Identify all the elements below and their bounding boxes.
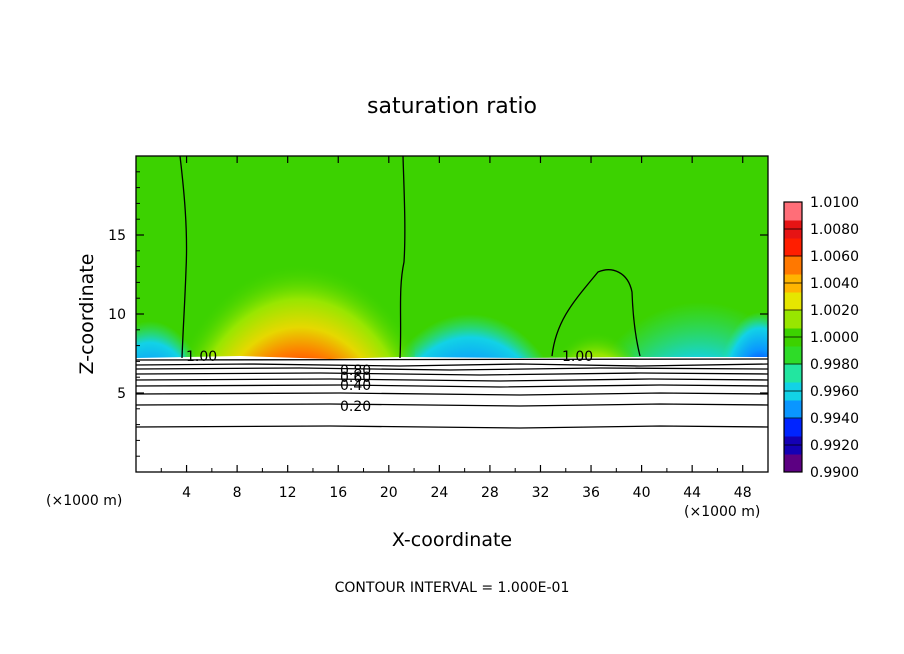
y-tick-label: 15	[108, 228, 126, 244]
contour-label: 1.00	[562, 349, 593, 365]
contour-0-5	[136, 384, 768, 388]
contour-lines	[136, 156, 768, 429]
x-tick-label: 48	[734, 485, 752, 501]
x-unit-note-left: (×1000 m)	[46, 493, 122, 509]
y-axis-label: Z-coordinate	[76, 254, 98, 375]
contour-surface	[136, 358, 768, 361]
colorbar-swatch	[784, 202, 802, 221]
x-tick-label: 32	[532, 485, 550, 501]
contour-0-4	[136, 392, 768, 396]
x-axis-ticks: 4 8 12 16 20 24 28 32 36 40 44 48	[160, 156, 752, 501]
contour-label-group: 1.00 1.00 0.80 0.60 0.40 0.20	[186, 349, 593, 415]
contour-0-1	[136, 425, 768, 429]
colorbar-label: 0.9900	[810, 465, 859, 481]
colorbar-label: 0.9960	[810, 384, 859, 400]
colorbar: 1.0100 1.0080 1.0060 1.0040 1.0020 1.0000 0.99…	[783, 195, 859, 481]
colorbar-swatch	[784, 256, 802, 275]
contour-1-right-bubble	[551, 269, 641, 357]
colorbar-label: 0.9980	[810, 357, 859, 373]
contour-0-7	[136, 372, 768, 376]
x-unit-note-right: (×1000 m)	[684, 504, 760, 520]
y-tick-label: 10	[108, 307, 126, 323]
colorbar-label: 0.9920	[810, 438, 859, 454]
contour-label: 0.20	[340, 399, 371, 415]
x-tick-label: 4	[182, 485, 191, 501]
contour-1-left	[179, 156, 188, 359]
contour-0-2	[136, 403, 768, 407]
colorbar-swatch	[784, 400, 802, 419]
x-tick-label: 28	[481, 485, 499, 501]
contour-interval-footer: CONTOUR INTERVAL = 1.000E-01	[335, 580, 570, 596]
colorbar-swatch	[784, 454, 802, 473]
x-axis-label: X-coordinate	[392, 529, 512, 551]
y-axis-ticks: 5 10 15	[108, 171, 768, 457]
x-tick-label: 8	[233, 485, 242, 501]
x-tick-label: 44	[683, 485, 701, 501]
colorbar-label: 1.0060	[810, 249, 859, 265]
colorbar-label: 1.0040	[810, 276, 859, 292]
x-tick-label: 24	[430, 485, 448, 501]
y-tick-label: 5	[117, 386, 126, 402]
colorbar-swatch	[784, 364, 802, 383]
contour-0-8	[136, 367, 768, 371]
contour-label: 1.00	[186, 349, 217, 365]
contour-0-9	[136, 363, 768, 367]
x-tick-label: 20	[380, 485, 398, 501]
x-tick-label: 36	[582, 485, 600, 501]
x-tick-label: 40	[633, 485, 651, 501]
x-tick-label: 16	[329, 485, 347, 501]
chart-title: saturation ratio	[367, 94, 537, 119]
contour-label: 0.60	[340, 370, 371, 386]
colorbar-label: 1.0100	[810, 195, 859, 211]
contour-label: 0.40	[340, 378, 371, 394]
colorbar-swatch	[784, 238, 802, 257]
colorbar-label: 0.9940	[810, 411, 859, 427]
colorbar-label: 1.0000	[810, 330, 859, 346]
x-tick-label: 12	[279, 485, 297, 501]
colorbar-swatch	[784, 418, 802, 437]
colorbar-label: 1.0080	[810, 222, 859, 238]
colorbar-swatch	[784, 310, 802, 329]
heatmap-field: 1.00 1.00 0.80 0.60 0.40 0.20	[136, 156, 768, 472]
contour-0-6	[136, 378, 768, 382]
contour-1-mid	[399, 156, 406, 359]
colorbar-label: 1.0020	[810, 303, 859, 319]
colorbar-swatch	[784, 292, 802, 311]
contour-label: 0.80	[340, 363, 371, 379]
colorbar-swatch	[784, 346, 802, 365]
